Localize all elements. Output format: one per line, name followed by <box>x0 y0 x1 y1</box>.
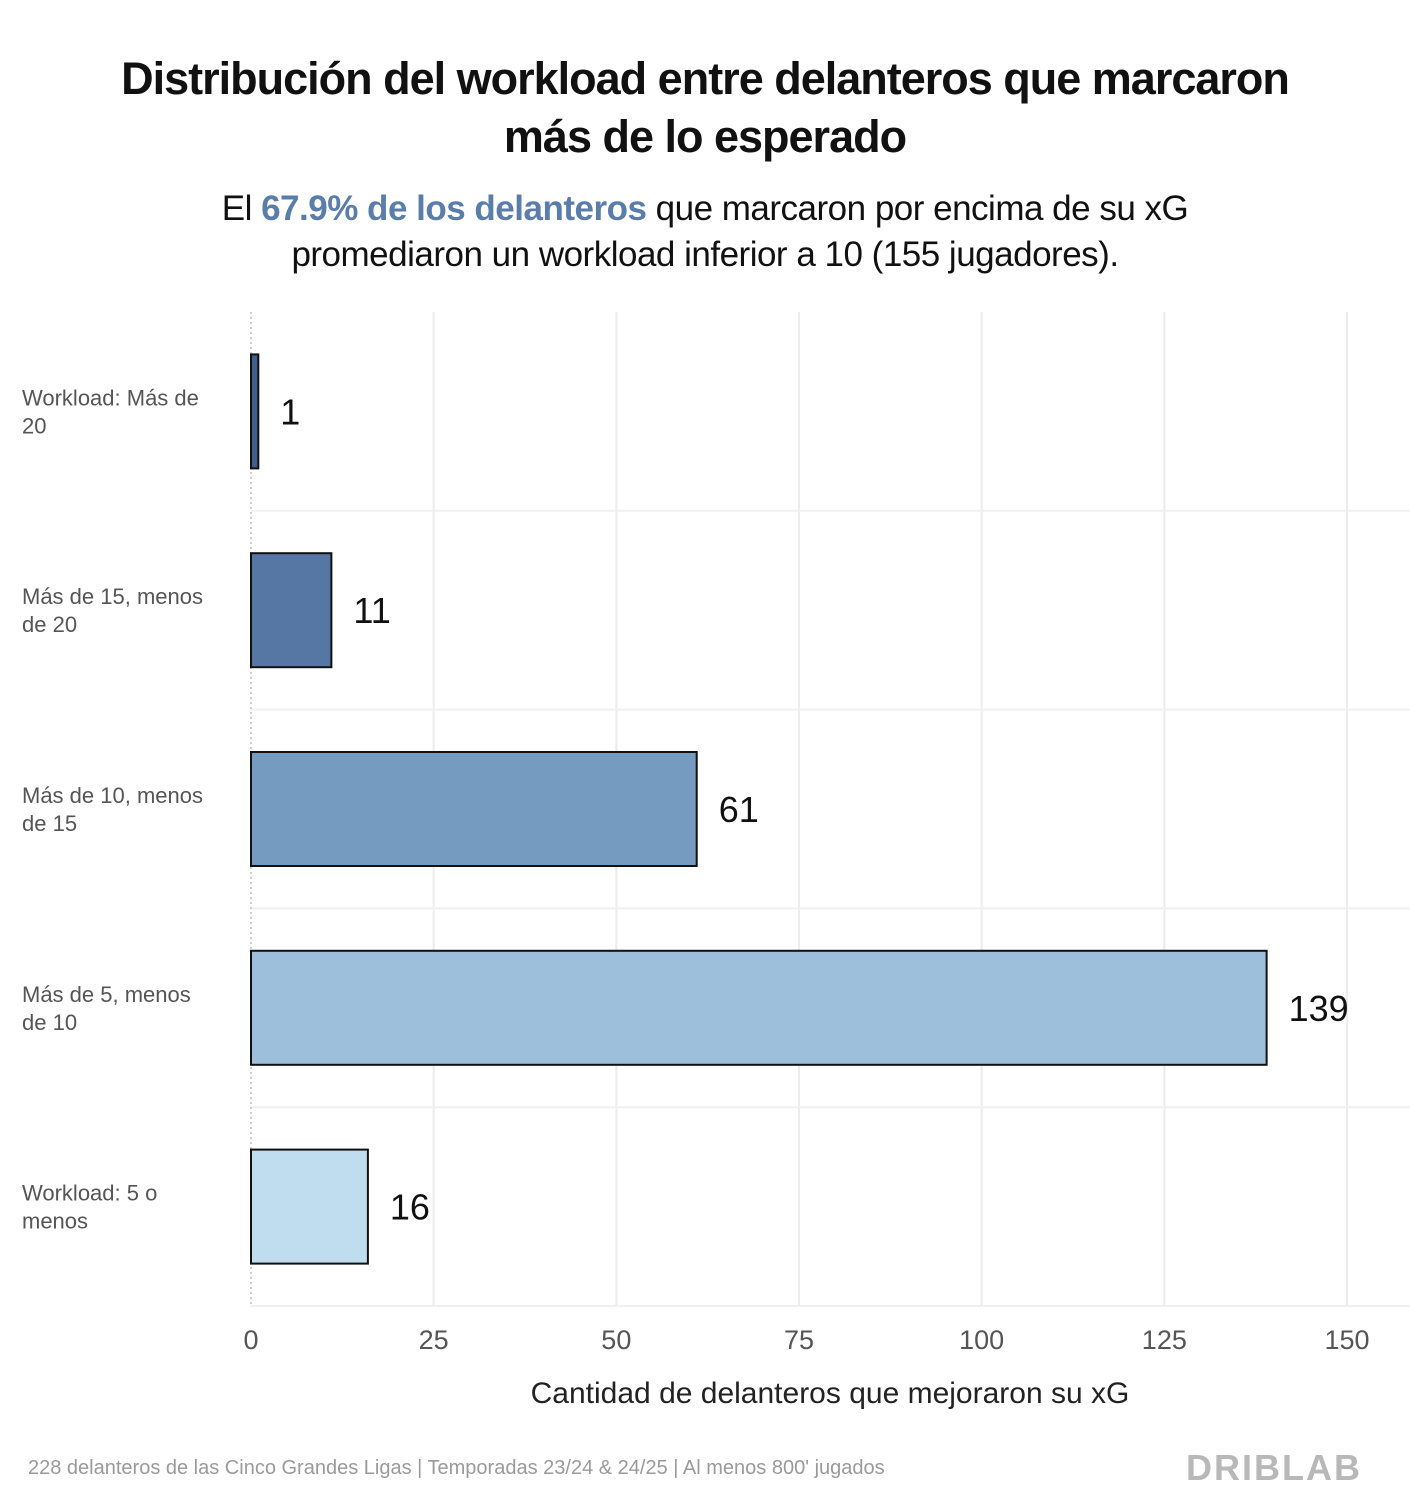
x-axis-title: Cantidad de delanteros que mejoraron su … <box>531 1377 1130 1410</box>
bar <box>250 552 333 669</box>
x-tick-label: 25 <box>419 1325 449 1355</box>
subtitle-prefix: El <box>221 189 262 228</box>
y-tick-label: de 10 <box>22 1010 77 1035</box>
x-tick-label: 125 <box>1142 1325 1187 1355</box>
subtitle-line-2: promediaron un workload inferior a 10 (1… <box>291 235 1119 274</box>
subtitle-line-1: El 67.9% de los delanteros que marcaron … <box>0 186 1410 232</box>
bar <box>250 751 698 867</box>
chart-title: Distribución del workload entre delanter… <box>0 50 1410 166</box>
bar-value-label: 11 <box>353 590 390 631</box>
bar <box>250 353 260 470</box>
x-tick-label: 75 <box>784 1325 814 1355</box>
y-tick-label: de 15 <box>22 811 77 836</box>
chart-subtitle: El 67.9% de los delanteros que marcaron … <box>0 186 1410 278</box>
x-tick-label: 100 <box>959 1325 1004 1355</box>
chart-title-line-1: Distribución del workload entre delanter… <box>121 53 1290 104</box>
bar-value-label: 61 <box>719 789 759 830</box>
chart-title-line-2: más de lo esperado <box>503 111 907 162</box>
subtitle-highlight: 67.9% de los delanteros <box>261 189 647 228</box>
y-tick-label: de 20 <box>22 612 77 637</box>
y-tick-label: Workload: Más de <box>22 385 199 410</box>
y-tick-label: 20 <box>22 413 46 438</box>
y-tick-label: Workload: 5 o <box>22 1181 157 1206</box>
y-tick-label: Más de 15, menos <box>22 584 203 609</box>
source-note: 228 delanteros de las Cinco Grandes Liga… <box>28 1457 885 1479</box>
bar <box>250 949 1268 1066</box>
y-tick-label: Más de 10, menos <box>22 783 203 808</box>
x-tick-label: 50 <box>601 1325 631 1355</box>
x-tick-label: 150 <box>1324 1325 1369 1355</box>
brand-logo: DRIBLAB <box>1186 1447 1362 1488</box>
y-tick-label: Más de 5, menos <box>22 982 191 1007</box>
bar <box>250 1148 369 1265</box>
bar-value-label: 16 <box>390 1187 430 1228</box>
bar-chart: 1 Workload: Más de 20 11 Más de 15, menos de … <box>22 312 1410 1410</box>
subtitle-suffix: que marcaron por encima de su xG <box>646 189 1189 228</box>
bar-value-label: 139 <box>1289 988 1349 1029</box>
y-tick-label: menos <box>22 1209 88 1234</box>
x-tick-label: 0 <box>243 1325 258 1355</box>
bar-value-label: 1 <box>280 391 300 432</box>
